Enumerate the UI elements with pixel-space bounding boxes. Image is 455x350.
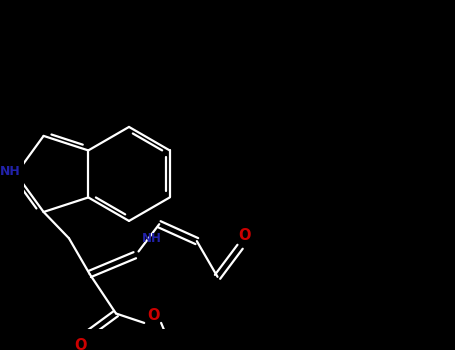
Text: O: O (238, 228, 251, 243)
Text: NH: NH (142, 232, 162, 245)
Text: NH: NH (0, 164, 20, 177)
Text: O: O (74, 338, 86, 350)
Text: O: O (147, 308, 160, 323)
